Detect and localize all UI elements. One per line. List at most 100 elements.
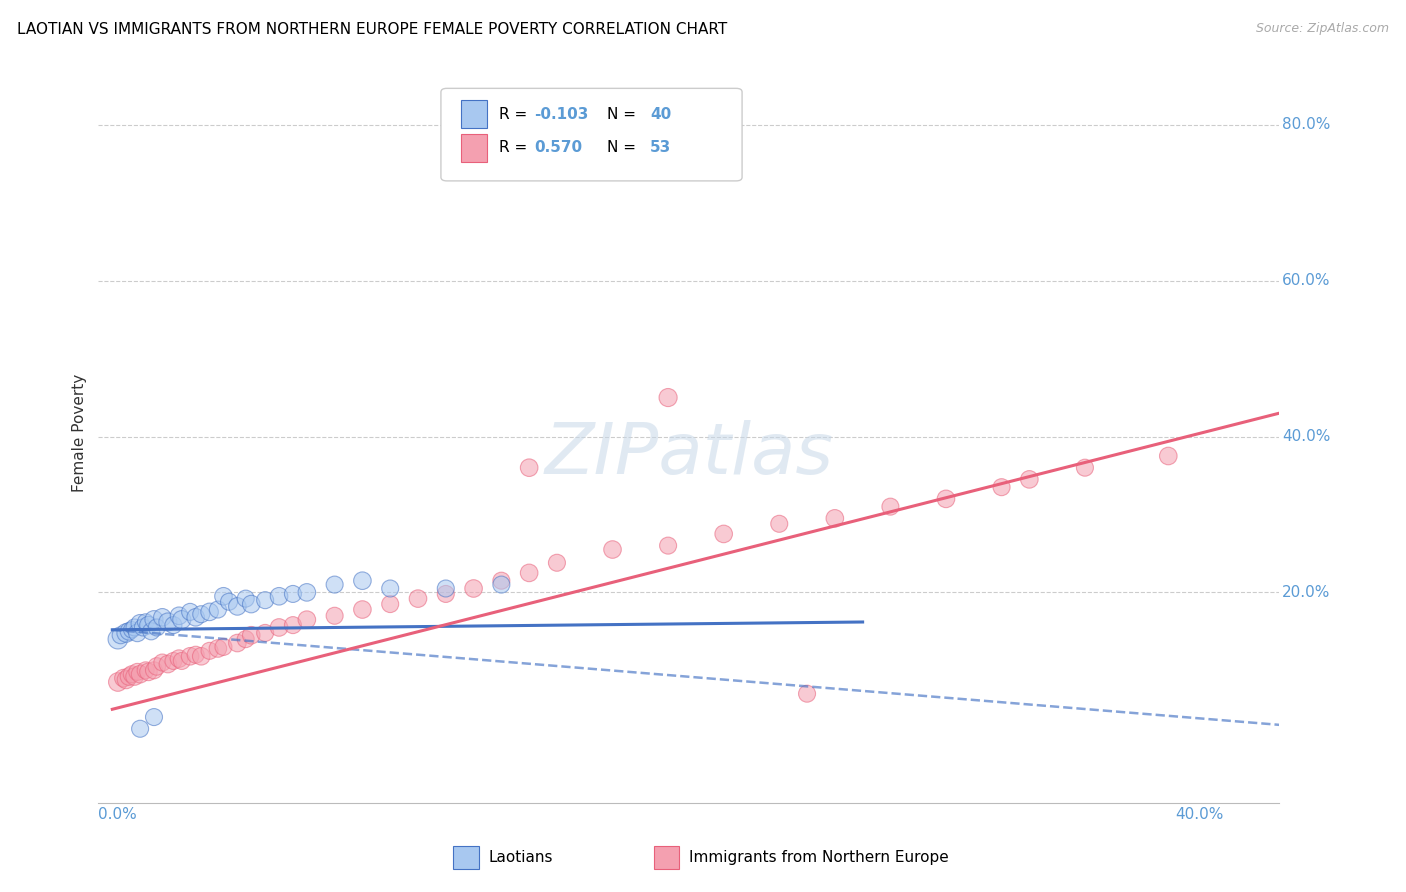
Point	[517, 460, 540, 475]
Text: Laotians: Laotians	[488, 850, 553, 865]
Point	[235, 591, 257, 606]
Point	[190, 607, 212, 622]
Point	[352, 574, 374, 588]
Point	[406, 591, 429, 606]
Text: 40.0%: 40.0%	[1282, 429, 1330, 444]
Point	[602, 542, 624, 557]
Point	[254, 593, 277, 607]
Point	[1074, 460, 1097, 475]
Text: 60.0%: 60.0%	[1282, 273, 1330, 288]
Bar	[461, 134, 486, 161]
Y-axis label: Female Poverty: Female Poverty	[72, 374, 87, 491]
Point	[150, 656, 173, 670]
Point	[198, 644, 221, 658]
Point	[491, 577, 513, 591]
Bar	[461, 100, 486, 128]
Point	[138, 618, 160, 632]
Text: R =: R =	[499, 107, 531, 122]
Point	[179, 649, 201, 664]
Bar	[453, 846, 478, 870]
Text: 20.0%: 20.0%	[1282, 585, 1330, 600]
Text: 80.0%: 80.0%	[1282, 117, 1330, 132]
Point	[240, 628, 263, 642]
Point	[198, 605, 221, 619]
Point	[824, 511, 846, 525]
Point	[254, 626, 277, 640]
Point	[207, 641, 229, 656]
Point	[129, 667, 152, 681]
Point	[170, 654, 193, 668]
Point	[713, 527, 735, 541]
Point	[463, 582, 485, 596]
Point	[143, 613, 166, 627]
Point	[212, 589, 235, 603]
Point	[1018, 472, 1040, 486]
Point	[657, 391, 679, 405]
Point	[434, 587, 457, 601]
Point	[990, 480, 1012, 494]
Point	[267, 589, 290, 603]
Point	[127, 665, 149, 679]
Text: 40.0%: 40.0%	[1175, 806, 1223, 822]
Text: R =: R =	[499, 140, 531, 155]
Point	[118, 669, 141, 683]
Point	[184, 648, 207, 662]
Point	[132, 620, 155, 634]
Point	[218, 595, 240, 609]
Bar	[654, 846, 679, 870]
Point	[143, 663, 166, 677]
Point	[226, 636, 249, 650]
Text: 40: 40	[650, 107, 671, 122]
Point	[879, 500, 901, 514]
Point	[115, 626, 138, 640]
Text: 0.570: 0.570	[534, 140, 582, 155]
Point	[143, 710, 166, 724]
Point	[127, 626, 149, 640]
Point	[380, 582, 402, 596]
Text: 0.0%: 0.0%	[98, 806, 138, 822]
Text: 53: 53	[650, 140, 671, 155]
Point	[167, 608, 190, 623]
Point	[112, 671, 135, 685]
Text: N =: N =	[607, 140, 641, 155]
Point	[1157, 449, 1180, 463]
Point	[124, 669, 146, 683]
Text: Source: ZipAtlas.com: Source: ZipAtlas.com	[1256, 22, 1389, 36]
Text: LAOTIAN VS IMMIGRANTS FROM NORTHERN EUROPE FEMALE POVERTY CORRELATION CHART: LAOTIAN VS IMMIGRANTS FROM NORTHERN EURO…	[17, 22, 727, 37]
Point	[546, 556, 568, 570]
Point	[380, 597, 402, 611]
Point	[657, 539, 679, 553]
Point	[935, 491, 957, 506]
Point	[491, 574, 513, 588]
Point	[118, 624, 141, 639]
Text: Immigrants from Northern Europe: Immigrants from Northern Europe	[689, 850, 949, 865]
Point	[212, 640, 235, 654]
Point	[129, 616, 152, 631]
Point	[129, 722, 152, 736]
Point	[226, 599, 249, 614]
Point	[146, 620, 169, 634]
Point	[141, 624, 163, 639]
Point	[323, 577, 346, 591]
Point	[124, 620, 146, 634]
Point	[162, 654, 184, 668]
Point	[146, 659, 169, 673]
Point	[434, 582, 457, 596]
Text: ZIPatlas: ZIPatlas	[544, 420, 834, 490]
Point	[115, 673, 138, 687]
Point	[267, 620, 290, 634]
Text: -0.103: -0.103	[534, 107, 589, 122]
Point	[281, 618, 304, 632]
Point	[179, 605, 201, 619]
Point	[110, 628, 132, 642]
Point	[167, 651, 190, 665]
Point	[121, 623, 143, 637]
Text: N =: N =	[607, 107, 641, 122]
Point	[190, 649, 212, 664]
Point	[281, 587, 304, 601]
Point	[162, 618, 184, 632]
FancyBboxPatch shape	[441, 88, 742, 181]
Point	[135, 663, 157, 677]
Point	[184, 610, 207, 624]
Point	[295, 613, 318, 627]
